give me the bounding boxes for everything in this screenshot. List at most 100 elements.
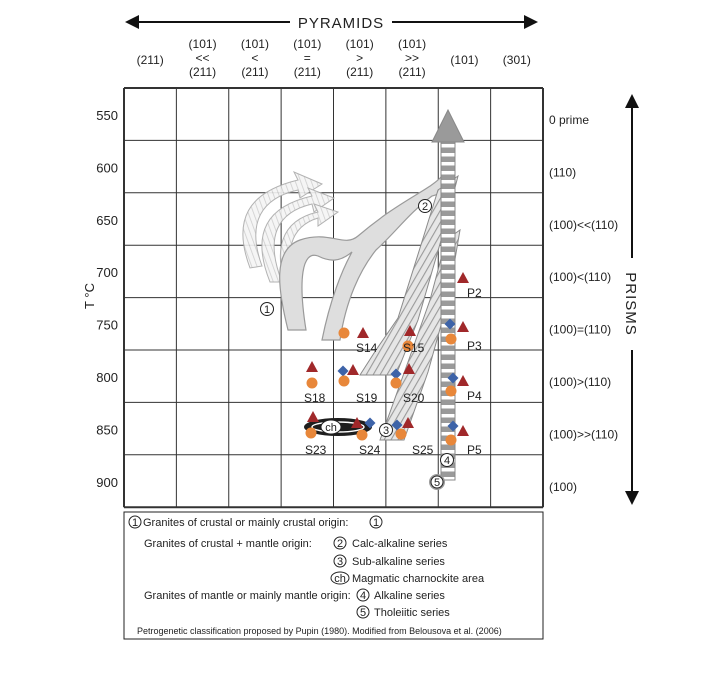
trend-2-number: 2 bbox=[422, 201, 428, 213]
temperature-tick: 750 bbox=[96, 318, 118, 333]
pyramid-column-label: (211) bbox=[137, 53, 164, 67]
sample-label-p4: P4 bbox=[467, 389, 482, 403]
sample-labels: S14 S15 S18 S19 S20 S23 S24 S25 P2 P3 P4 P5 bbox=[304, 286, 482, 457]
diamond-symbol bbox=[447, 420, 459, 432]
pyramid-column-line: >> bbox=[405, 51, 419, 65]
sample-label-s15: S15 bbox=[403, 341, 425, 355]
legend-calc-alkaline: Calc-alkaline series bbox=[352, 538, 448, 550]
pyramid-column-line: (301) bbox=[503, 53, 531, 67]
circle-symbol bbox=[445, 385, 457, 397]
temperature-tick: 600 bbox=[96, 160, 118, 175]
legend-mantle-origin: Granites of mantle or mainly mantle orig… bbox=[144, 590, 351, 602]
triangle-symbol bbox=[404, 325, 416, 336]
pyramid-column-label: (101)>>(211) bbox=[398, 37, 426, 79]
diamond-symbol bbox=[364, 417, 376, 429]
prisms-axis: PRISMS bbox=[622, 94, 639, 505]
diamond-symbol bbox=[390, 368, 402, 380]
ch-marker: ch bbox=[320, 419, 342, 435]
pyramid-column-label: (101)<(211) bbox=[241, 37, 269, 79]
trend-2-arrow bbox=[279, 166, 453, 341]
prism-row-label: (100)=(110) bbox=[549, 323, 611, 337]
triangle-symbol bbox=[457, 375, 469, 386]
temperature-tick-labels: 550 600 650 700 750 800 850 900 bbox=[96, 108, 118, 490]
trend-5-number: 5 bbox=[434, 477, 440, 489]
pyramid-column-line: (101) bbox=[450, 53, 478, 67]
trend-4-marker: 4 bbox=[440, 453, 454, 467]
prism-row-label: (100)<<(110) bbox=[549, 218, 618, 232]
pyramid-column-line: << bbox=[196, 51, 210, 65]
prism-row-label: 0 prime bbox=[549, 113, 589, 127]
circle-symbol bbox=[402, 340, 414, 352]
pyramid-column-label: (101)>(211) bbox=[346, 37, 374, 79]
circle-symbol bbox=[338, 375, 350, 387]
pyramid-column-line: (101) bbox=[293, 37, 321, 51]
svg-text:4: 4 bbox=[360, 590, 366, 602]
trend-2-marker: 2 bbox=[418, 199, 432, 213]
triangle-symbol bbox=[307, 411, 319, 422]
legend-crustal-mantle-origin: Granites of crustal + mantle origin: bbox=[144, 538, 312, 550]
temperature-tick: 700 bbox=[96, 265, 118, 280]
circle-symbol bbox=[395, 428, 407, 440]
pyramid-column-label: (101) bbox=[450, 53, 478, 67]
pyramid-column-line: > bbox=[356, 51, 363, 65]
sample-label-s14: S14 bbox=[356, 341, 378, 355]
pyramid-column-line: (101) bbox=[346, 37, 374, 51]
sample-label-s20: S20 bbox=[403, 391, 425, 405]
triangle-symbol bbox=[403, 363, 415, 374]
trend-4-number: 4 bbox=[444, 455, 450, 467]
pyramid-column-line: (211) bbox=[346, 65, 373, 79]
svg-text:2: 2 bbox=[337, 538, 343, 550]
triangle-symbol bbox=[457, 321, 469, 332]
legend-row-1: 1 Granites of crustal or mainly crustal … bbox=[128, 515, 383, 529]
temperature-tick: 650 bbox=[96, 213, 118, 228]
circle-symbol bbox=[390, 377, 402, 389]
svg-text:ch: ch bbox=[334, 573, 346, 585]
legend-tholeiitic: Tholeiitic series bbox=[374, 607, 450, 619]
trend-1-number: 1 bbox=[264, 304, 270, 316]
pyramid-column-label: (101)=(211) bbox=[293, 37, 321, 79]
legend-row-6: 5 Tholeiitic series bbox=[356, 605, 450, 619]
sample-label-p3: P3 bbox=[467, 339, 482, 353]
sample-symbols bbox=[305, 272, 469, 446]
prism-row-labels: 0 prime (110) (100)<<(110) (100)<(110) (100)… bbox=[549, 113, 618, 494]
temperature-tick: 850 bbox=[96, 422, 118, 437]
sample-label-s19: S19 bbox=[356, 391, 378, 405]
circle-symbol bbox=[445, 434, 457, 446]
temperature-tick: 550 bbox=[96, 108, 118, 123]
legend-sub-alkaline: Sub-alkaline series bbox=[352, 556, 445, 568]
triangle-symbol bbox=[457, 425, 469, 436]
triangle-symbol bbox=[351, 417, 363, 428]
svg-text:1: 1 bbox=[132, 517, 138, 529]
prism-row-label: (110) bbox=[549, 165, 576, 179]
pyramid-column-line: (211) bbox=[137, 53, 164, 67]
prism-row-label: (100)>(110) bbox=[549, 375, 611, 389]
circle-symbol bbox=[356, 429, 368, 441]
trend-5-marker: 5 bbox=[430, 475, 444, 489]
legend: 1 Granites of crustal or mainly crustal … bbox=[123, 511, 544, 640]
sample-label-p2: P2 bbox=[467, 286, 482, 300]
ch-label: ch bbox=[325, 422, 337, 434]
temperature-tick: 800 bbox=[96, 370, 118, 385]
trend-3-number: 3 bbox=[383, 425, 389, 437]
prism-row-label: (100)>>(110) bbox=[549, 427, 618, 441]
pyramids-title: PYRAMIDS bbox=[298, 15, 384, 32]
triangle-symbol bbox=[457, 272, 469, 283]
circle-symbol bbox=[305, 427, 317, 439]
legend-row-3: 3 Sub-alkaline series bbox=[333, 554, 445, 568]
svg-text:3: 3 bbox=[337, 556, 343, 568]
prism-row-label: (100)<(110) bbox=[549, 270, 611, 284]
trend-3-band-lower bbox=[379, 228, 461, 441]
prisms-title: PRISMS bbox=[622, 272, 639, 336]
triangle-symbol bbox=[306, 361, 318, 372]
pyramid-column-label: (301) bbox=[503, 53, 531, 67]
triangle-symbol bbox=[347, 364, 359, 375]
diamond-symbol bbox=[447, 372, 459, 384]
pyramid-column-line: (101) bbox=[241, 37, 269, 51]
pyramid-column-labels: (211)(101)<<(211)(101)<(211)(101)=(211)(… bbox=[137, 37, 531, 79]
pyramid-column-line: (101) bbox=[189, 37, 217, 51]
circle-symbol bbox=[445, 333, 457, 345]
trend-3-marker: 3 bbox=[379, 423, 393, 437]
trend-number-markers: 1 2 3 4 5 ch bbox=[260, 199, 454, 489]
legend-alkaline: Alkaline series bbox=[374, 590, 445, 602]
